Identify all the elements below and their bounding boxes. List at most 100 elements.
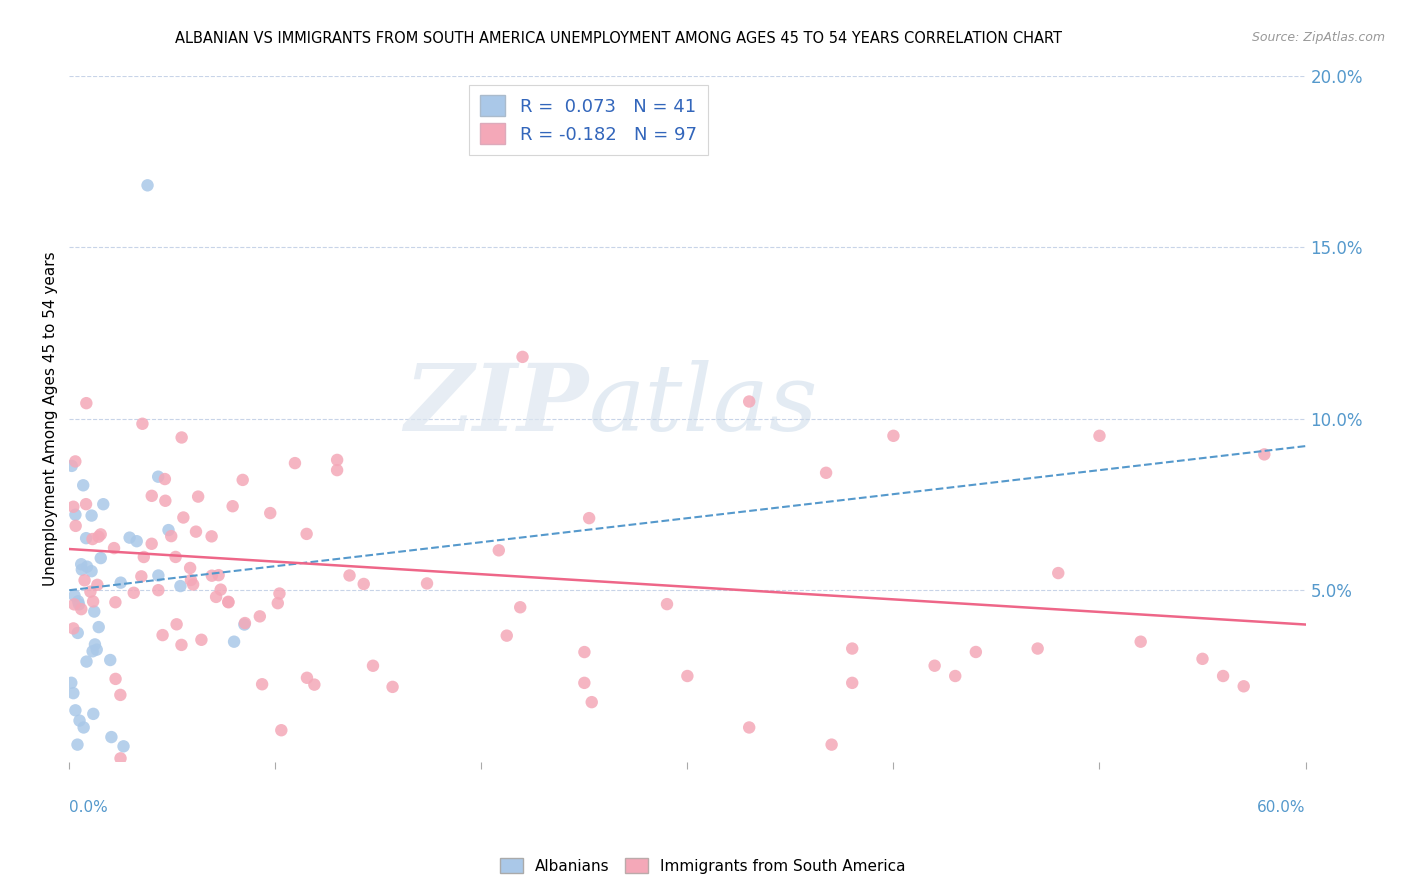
Point — [269, 586, 291, 600]
Point — [222, 634, 245, 648]
Point — [110, 751, 132, 765]
Point — [122, 586, 145, 600]
Point — [90, 527, 112, 541]
Point — [153, 472, 176, 486]
Point — [326, 463, 349, 477]
Point — [65, 454, 87, 468]
Point — [841, 641, 863, 656]
Point — [295, 527, 318, 541]
Point — [87, 530, 110, 544]
Point — [86, 578, 108, 592]
Point — [820, 738, 842, 752]
Point — [75, 396, 97, 410]
Text: ALBANIAN VS IMMIGRANTS FROM SOUTH AMERICA UNEMPLOYMENT AMONG AGES 45 TO 54 YEARS: ALBANIAN VS IMMIGRANTS FROM SOUTH AMERIC… — [176, 31, 1062, 46]
Point — [233, 615, 256, 630]
Point — [184, 524, 207, 539]
Point — [136, 178, 159, 193]
Point — [72, 721, 94, 735]
Point — [83, 605, 105, 619]
Point — [60, 458, 83, 473]
Point — [581, 695, 603, 709]
Point — [201, 568, 224, 582]
Point — [249, 609, 271, 624]
Point — [72, 478, 94, 492]
Point — [132, 549, 155, 564]
Point — [63, 598, 86, 612]
Point — [488, 543, 510, 558]
Point — [1129, 634, 1152, 648]
Point — [924, 658, 946, 673]
Point — [98, 653, 121, 667]
Point — [218, 595, 240, 609]
Point — [131, 417, 153, 431]
Point — [172, 510, 194, 524]
Point — [86, 642, 108, 657]
Point — [62, 686, 84, 700]
Point — [304, 678, 326, 692]
Point — [295, 671, 318, 685]
Point — [141, 537, 163, 551]
Point — [1253, 447, 1275, 461]
Point — [152, 628, 174, 642]
Point — [118, 531, 141, 545]
Point — [104, 672, 127, 686]
Point — [943, 669, 966, 683]
Point — [217, 595, 239, 609]
Point — [259, 506, 281, 520]
Point — [75, 497, 97, 511]
Point — [69, 714, 91, 728]
Point — [1191, 652, 1213, 666]
Point — [495, 629, 517, 643]
Point — [1088, 429, 1111, 443]
Point — [125, 534, 148, 549]
Point — [70, 602, 93, 616]
Point — [676, 669, 699, 683]
Point — [655, 597, 678, 611]
Point — [179, 561, 201, 575]
Point — [170, 638, 193, 652]
Point — [112, 739, 135, 754]
Point — [73, 574, 96, 588]
Point — [63, 589, 86, 603]
Point — [148, 583, 170, 598]
Point — [80, 564, 103, 578]
Point — [155, 493, 177, 508]
Point — [270, 723, 292, 738]
Point — [180, 573, 202, 587]
Point — [1047, 566, 1070, 580]
Point — [353, 577, 375, 591]
Point — [381, 680, 404, 694]
Point — [187, 490, 209, 504]
Point — [965, 645, 987, 659]
Point — [181, 577, 204, 591]
Point — [326, 453, 349, 467]
Point — [76, 559, 98, 574]
Text: ZIP: ZIP — [404, 360, 589, 450]
Y-axis label: Unemployment Among Ages 45 to 54 years: Unemployment Among Ages 45 to 54 years — [44, 252, 58, 586]
Point — [66, 738, 89, 752]
Point — [1026, 641, 1049, 656]
Point — [416, 576, 439, 591]
Point — [62, 500, 84, 514]
Point — [131, 569, 153, 583]
Text: atlas: atlas — [589, 360, 818, 450]
Point — [76, 655, 98, 669]
Point — [148, 469, 170, 483]
Point — [67, 598, 90, 612]
Point — [284, 456, 307, 470]
Point — [84, 637, 107, 651]
Point — [70, 558, 93, 572]
Point — [267, 596, 290, 610]
Point — [882, 429, 904, 443]
Point — [110, 575, 132, 590]
Point — [170, 430, 193, 444]
Point — [207, 568, 229, 582]
Point — [79, 584, 101, 599]
Point — [100, 730, 122, 744]
Point — [201, 529, 224, 543]
Point — [91, 497, 114, 511]
Point — [250, 677, 273, 691]
Text: Source: ZipAtlas.com: Source: ZipAtlas.com — [1251, 31, 1385, 45]
Point — [509, 600, 531, 615]
Point — [70, 563, 93, 577]
